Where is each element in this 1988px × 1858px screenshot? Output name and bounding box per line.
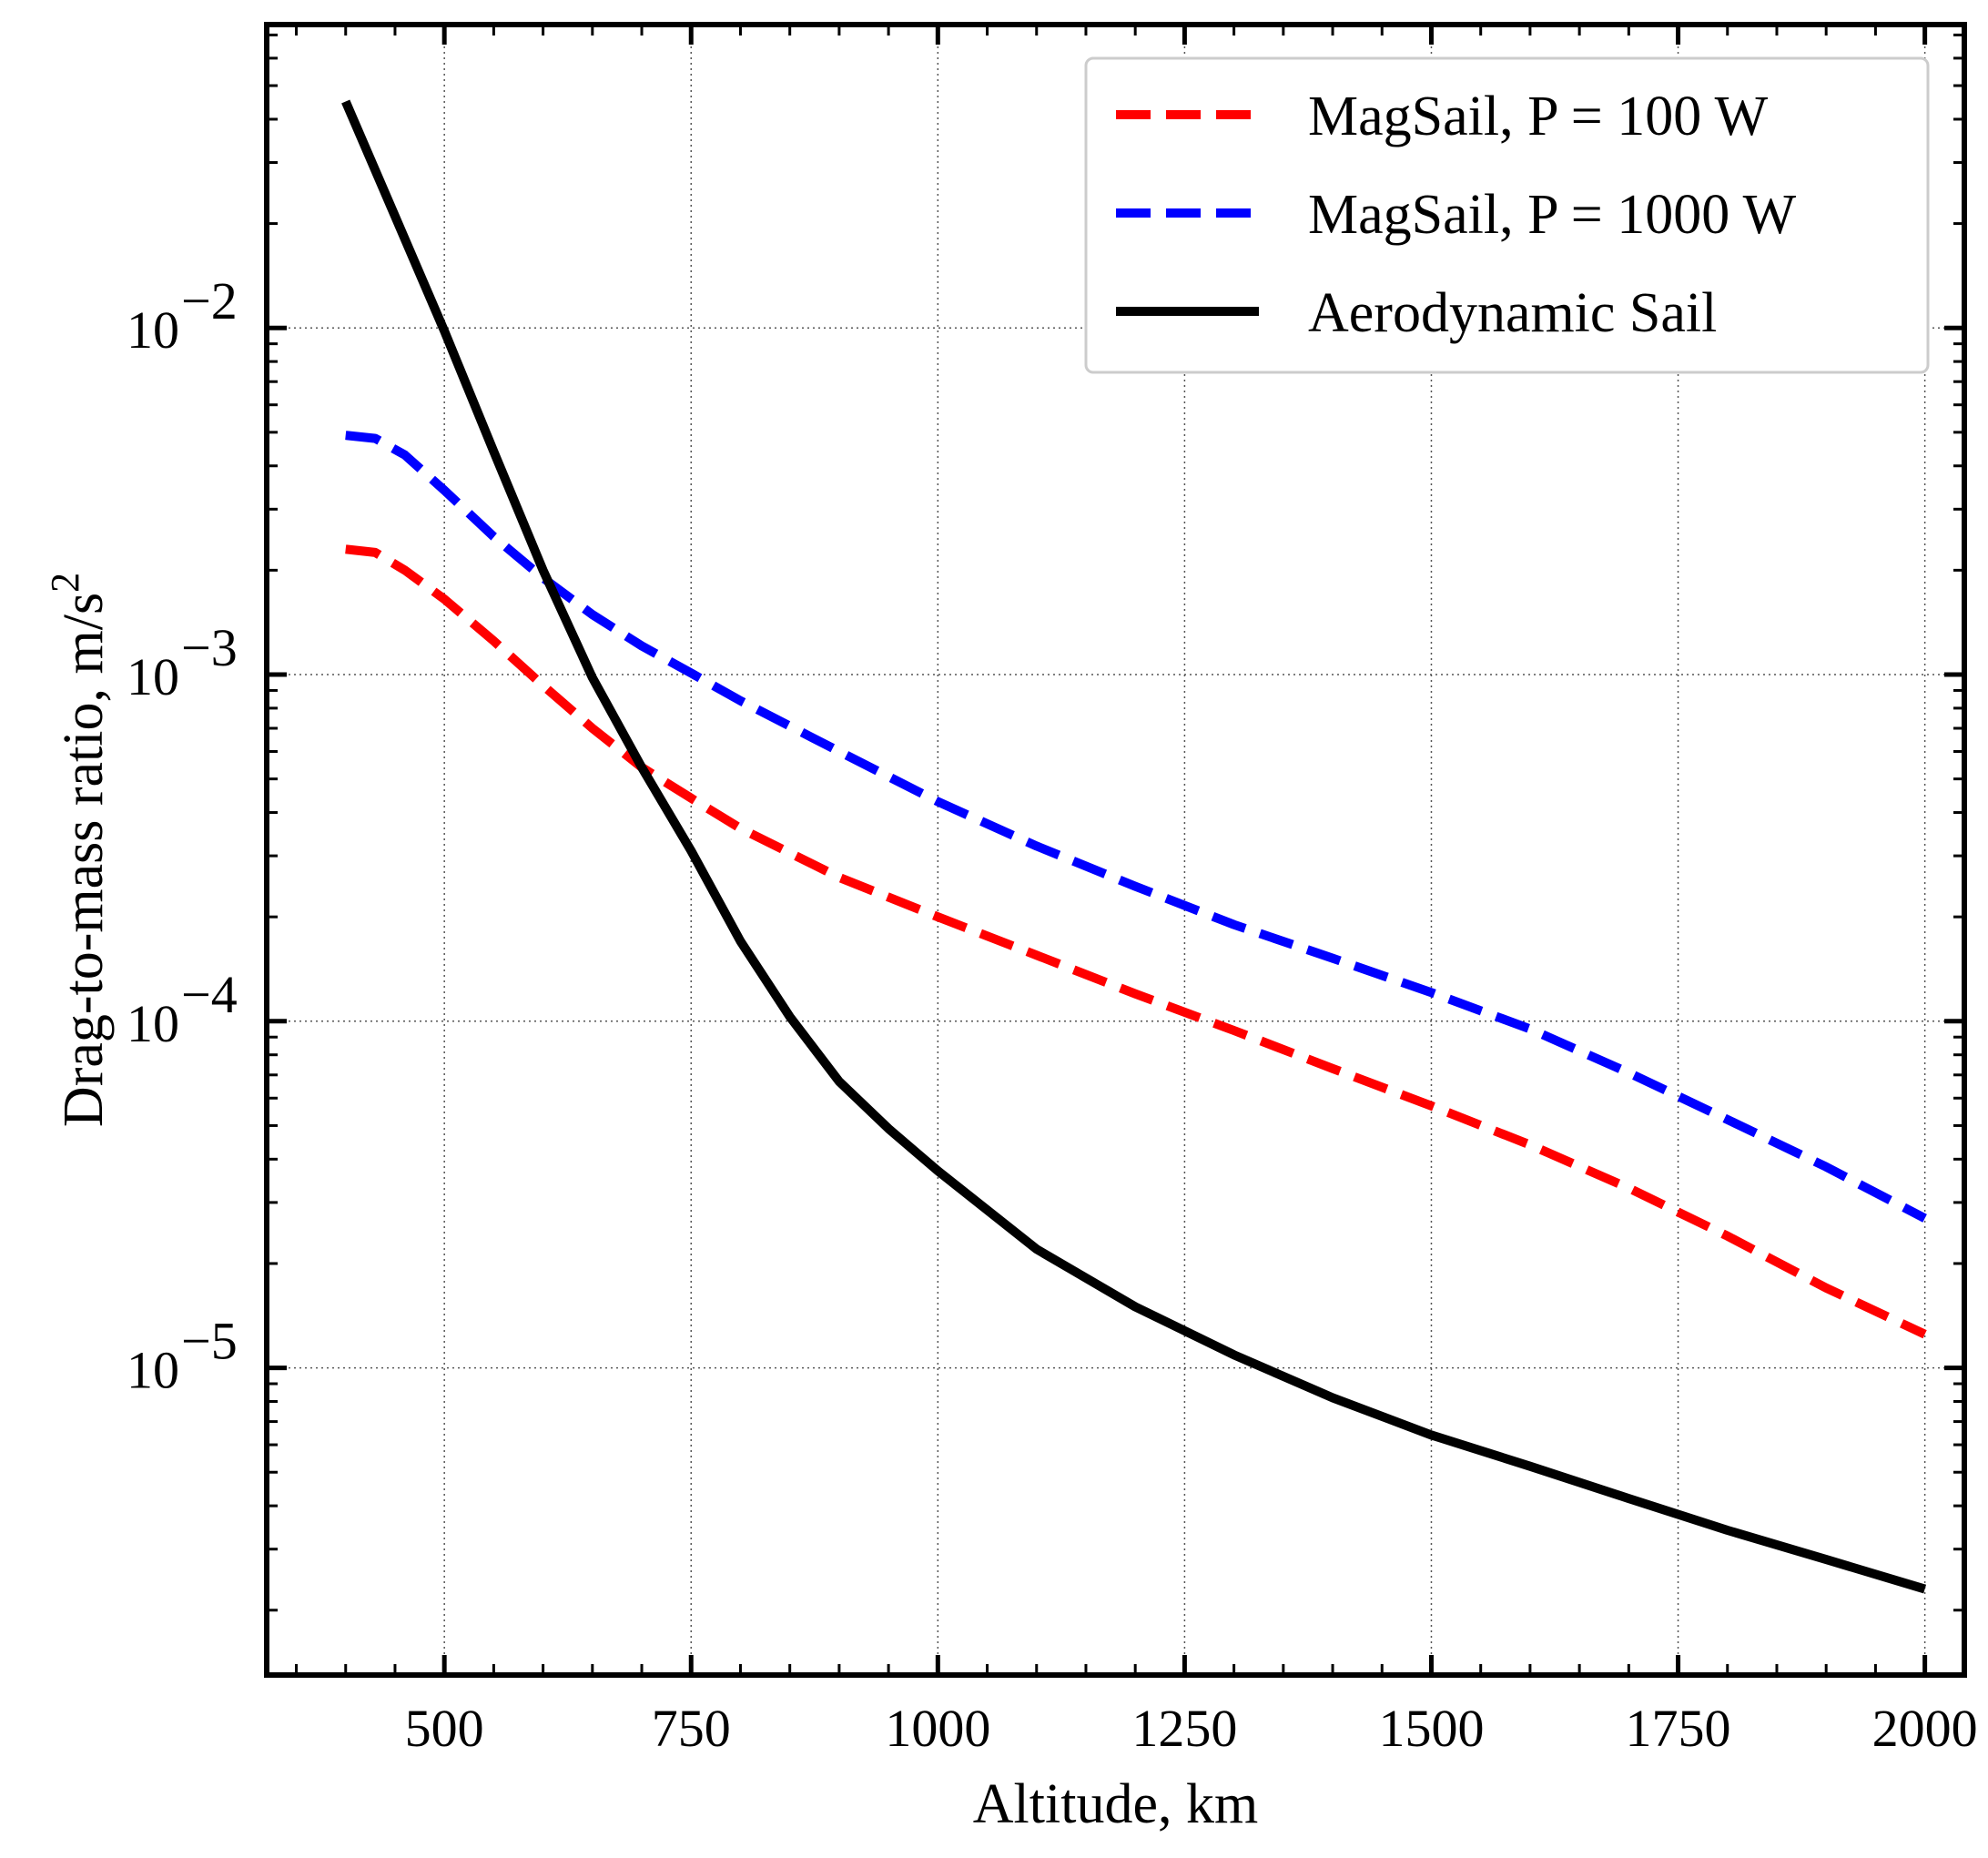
y-tick-label-exponent: −4 — [181, 965, 238, 1024]
x-tick-label: 1750 — [1626, 1699, 1731, 1758]
series-line-1 — [345, 544, 1927, 1339]
legend: MagSail, P = 100 W MagSail, P = 1000 W Aer… — [1084, 56, 1930, 374]
y-tick-label-base: 10 — [127, 994, 179, 1053]
y-tick-label: 10 — [127, 300, 179, 360]
plot-frame — [264, 22, 1967, 1678]
axes-frame — [264, 22, 1967, 1678]
x-tick-label: 750 — [652, 1699, 731, 1758]
y-tick-label-exponent: −3 — [181, 618, 238, 677]
series-line-3 — [341, 99, 1927, 1594]
y-tick-label-exponent: −5 — [181, 1312, 238, 1371]
x-tick-label: 2000 — [1872, 1699, 1978, 1758]
y-tick-label: 10 — [127, 1341, 179, 1400]
y-tick-label-exponent: −2 — [181, 271, 238, 330]
legend-label-2: MagSail, P = 1000 W — [1308, 184, 1797, 246]
tick-labels: 500 750 1000 1250 1500 1750 200010−210−310−410… — [127, 271, 1978, 1758]
y-tick-label-base: 10 — [127, 647, 179, 706]
legend-label-3: Aerodynamic Sail — [1308, 282, 1717, 344]
legend-label-1: MagSail, P = 100 W — [1308, 86, 1769, 147]
x-tick-label: 1000 — [885, 1699, 990, 1758]
series-lines — [341, 99, 1927, 1594]
y-tick-label: 10 — [127, 994, 179, 1053]
ticks — [267, 25, 1964, 1675]
y-axis-title-superscript: 2 — [43, 573, 87, 593]
y-tick-label-base: 10 — [127, 1341, 179, 1400]
x-tick-label: 1250 — [1131, 1699, 1237, 1758]
legend-box — [1084, 56, 1930, 374]
y-axis-title-text: Drag-to-mass ratio, m/s — [53, 593, 115, 1127]
x-axis-title: Altitude, km — [973, 1773, 1258, 1835]
series-line-2 — [345, 431, 1927, 1223]
y-axis-title: Drag-to-mass ratio, m/s2 — [43, 573, 115, 1127]
y-tick-label-base: 10 — [127, 300, 179, 360]
x-tick-label: 500 — [405, 1699, 484, 1758]
y-tick-label: 10 — [127, 647, 179, 706]
x-tick-label: 1500 — [1378, 1699, 1484, 1758]
